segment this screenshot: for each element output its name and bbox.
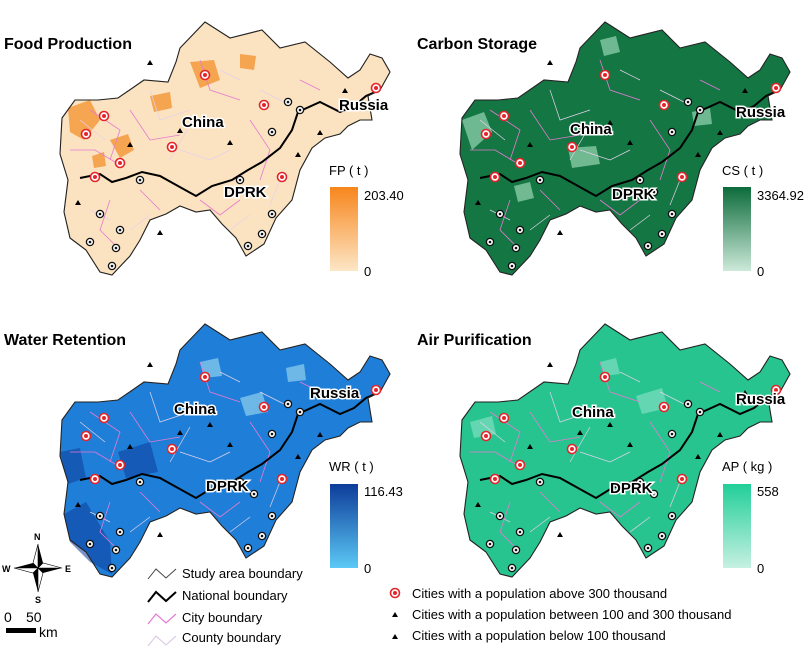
label-dprk-ap: DPRK: [610, 480, 653, 497]
label-russia: Russia: [339, 97, 389, 114]
label-russia-cs: Russia: [736, 104, 786, 121]
legend-title-fp: FP ( t ): [329, 163, 368, 178]
legend-water-retention: WR ( t ) 116.43 0: [329, 459, 403, 576]
county-line-icon: [147, 635, 177, 647]
population-legend: Cities with a population above 300 thous…: [389, 586, 731, 643]
map-panel-air-purification: Air Purification China Russia DPRK AP ( …: [417, 324, 790, 577]
legend-title-wr: WR ( t ): [329, 459, 374, 474]
compass-w: W: [2, 564, 11, 574]
legend-title-ap: AP ( kg ): [722, 459, 772, 474]
north-arrow-icon: N S E W: [2, 532, 71, 605]
scale-fifty: 50: [26, 609, 42, 625]
legend-food-production: FP ( t ) 203.40 0: [329, 163, 404, 279]
legend-min-cs: 0: [757, 264, 764, 279]
legend-max-cs: 3364.92: [757, 188, 804, 203]
legend-max-wr: 116.43: [364, 484, 403, 499]
colorbar-wr: [330, 484, 358, 568]
legend-air-purification: AP ( kg ) 558 0: [722, 459, 779, 576]
legend-national: National boundary: [182, 588, 288, 603]
legend-city: City boundary: [182, 610, 263, 625]
scale-unit: km: [39, 624, 58, 640]
mid-city-triangle-icon: [392, 612, 398, 617]
city-line-icon: [147, 613, 177, 625]
legend-title-cs: CS ( t ): [722, 163, 763, 178]
legend-min-ap: 0: [757, 561, 764, 576]
compass-n: N: [34, 532, 41, 542]
legend-carbon-storage: CS ( t ) 3364.92 0: [722, 163, 804, 279]
small-city-triangle-icon: [392, 634, 398, 639]
study-area-line-icon: [147, 568, 177, 580]
legend-max-fp: 203.40: [364, 188, 404, 203]
map-panel-carbon-storage: Carbon Storage China Russia DPRK CS ( t …: [417, 22, 804, 279]
legend-max-ap: 558: [757, 484, 779, 499]
legend-pop-between: Cities with a population between 100 and…: [412, 607, 731, 622]
colorbar-cs: [723, 187, 751, 271]
label-china: China: [182, 114, 224, 131]
legend-study-area: Study area boundary: [182, 566, 303, 581]
label-dprk: DPRK: [224, 184, 267, 201]
label-russia-wr: Russia: [310, 385, 360, 402]
national-line-icon: [147, 590, 177, 603]
legend-min-wr: 0: [364, 561, 371, 576]
map-panel-food-production: Food Production China Russia DPRK FP ( t…: [4, 22, 404, 279]
legend-pop-below: Cities with a population below 100 thous…: [412, 628, 666, 643]
label-china-ap: China: [572, 404, 614, 421]
panel-title-carbon-storage: Carbon Storage: [417, 36, 537, 53]
label-dprk-wr: DPRK: [206, 478, 249, 495]
big-city-icon: [389, 587, 401, 599]
label-russia-ap: Russia: [736, 391, 786, 408]
scale-bar-rect: [6, 628, 36, 633]
compass-s: S: [35, 595, 41, 605]
label-dprk-cs: DPRK: [612, 186, 655, 203]
high-retention-patches: [60, 442, 158, 574]
panel-title-water-retention: Water Retention: [4, 332, 126, 349]
colorbar-fp: [330, 187, 358, 271]
low-storage-patches: [462, 36, 712, 202]
panel-title-food-production: Food Production: [4, 36, 132, 53]
panel-title-air-purification: Air Purification: [417, 332, 532, 349]
legend-min-fp: 0: [364, 264, 371, 279]
label-china-cs: China: [570, 121, 612, 138]
scale-bar: 0 50 km: [4, 609, 58, 640]
compass-e: E: [65, 564, 71, 574]
label-china-wr: China: [174, 401, 216, 418]
boundary-legend: Study area boundary National boundary Ci…: [147, 566, 303, 647]
legend-county: County boundary: [182, 630, 282, 645]
legend-pop-above: Cities with a population above 300 thous…: [412, 586, 667, 601]
colorbar-ap: [723, 484, 751, 568]
map-panel-water-retention: Water Retention China Russia DPRK WR ( t…: [4, 324, 403, 577]
scale-zero: 0: [4, 609, 12, 625]
